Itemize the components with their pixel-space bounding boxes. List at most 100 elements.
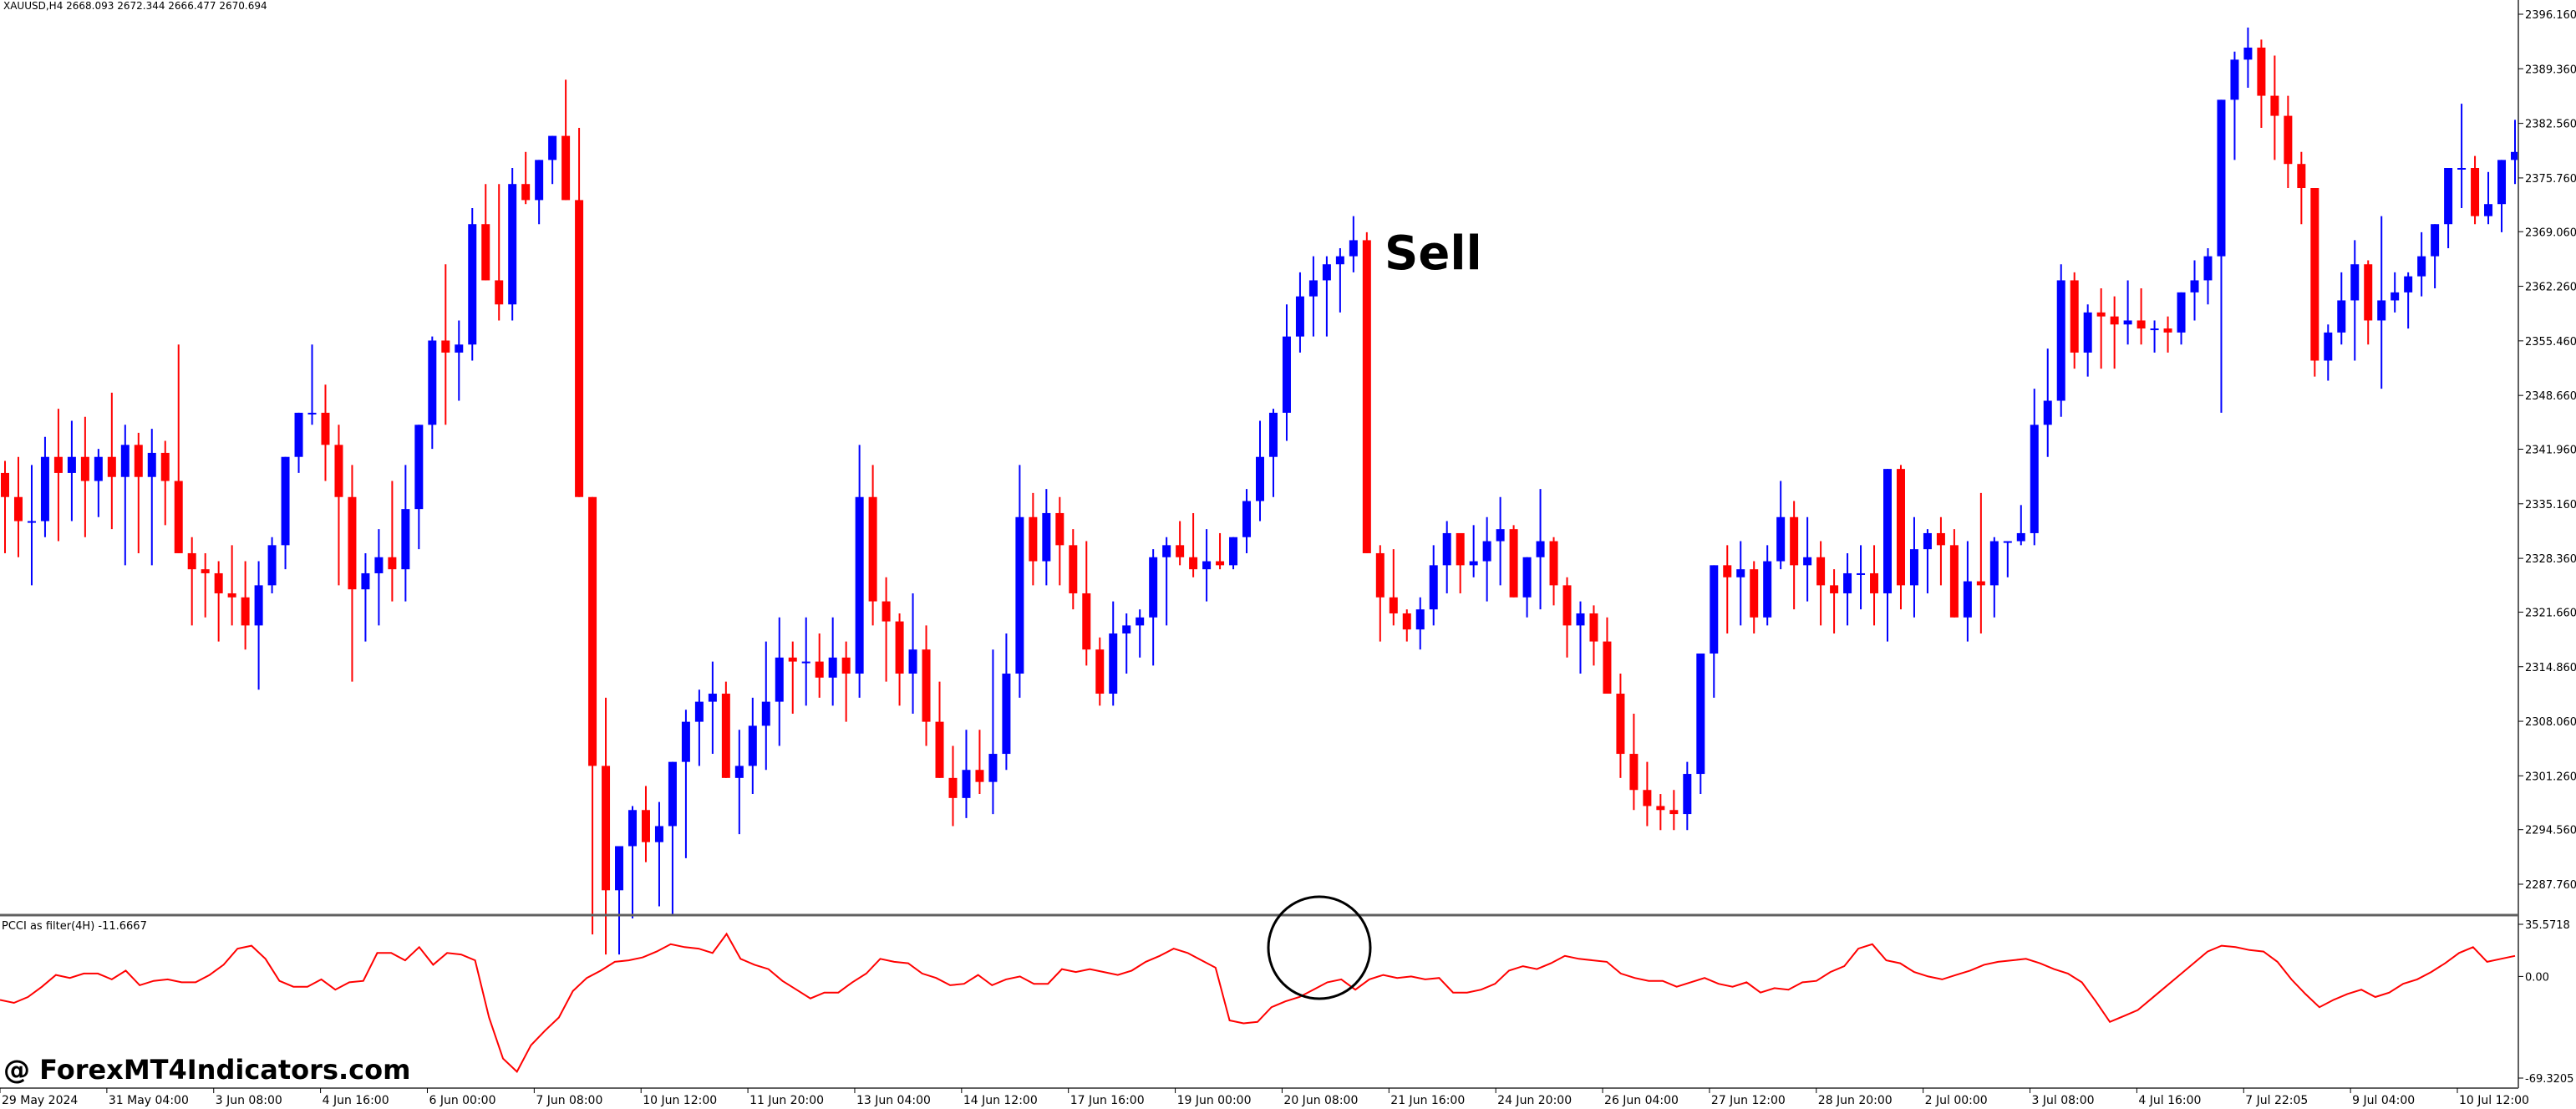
candle-body [2444,167,2453,225]
candle-body [13,496,23,521]
time-tick-label: 9 Jul 04:00 [2352,1094,2415,1107]
indicator-tick-label: -69.3205 [2525,1073,2573,1086]
candle-body [40,456,49,521]
candle-body [388,557,397,570]
candle-body [1242,501,1252,537]
candle-body [2324,332,2333,361]
candle-body [2096,312,2106,317]
candle-body [694,701,704,722]
candle-body [2190,280,2199,293]
price-tick-label: 2294.560 [2525,825,2576,837]
candle-body [1883,469,1892,593]
candle-body [1949,545,1959,618]
time-tick-label: 10 Jul 12:00 [2459,1094,2529,1107]
price-tick-label: 2341.960 [2525,445,2576,457]
candle-body [267,545,277,586]
candle-body [2150,328,2159,331]
candle-body [2083,312,2092,353]
candle-body [1923,532,1932,550]
candle-body [1176,545,1185,557]
candle-body [1362,240,1371,553]
candle-body [1,472,9,497]
candle-body [708,694,717,702]
candle-body [201,569,210,573]
price-tick-label: 2375.760 [2525,173,2576,186]
candle-body [1308,280,1318,297]
candle-body [67,456,76,473]
candle-body [2350,264,2360,301]
candle-body [908,649,917,674]
candle-body [1082,593,1091,650]
candle-body [1162,545,1171,557]
candle-body [855,496,864,674]
time-tick-label: 11 Jun 20:00 [749,1094,824,1107]
price-tick-label: 2369.060 [2525,226,2576,239]
candle-body [1963,581,1972,618]
candle-body [2457,167,2467,170]
indicator-tick-label: 0.00 [2525,971,2549,984]
candle-body [2497,160,2507,205]
candle-body [1402,613,1411,630]
candle-body [2163,328,2172,333]
candle-body [2257,47,2266,96]
candle-body [1029,516,1038,562]
candle-body [1750,569,1759,618]
price-tick-label: 2335.160 [2525,499,2576,511]
candle-body [2217,99,2226,257]
price-tick-label: 2382.560 [2525,119,2576,131]
candle-body [588,496,597,766]
candle-body [174,481,183,553]
candle-body [53,456,63,473]
time-tick-label: 13 Jun 04:00 [856,1094,931,1107]
candle-body [2043,400,2052,425]
candle-body [2471,167,2480,216]
candle-body [1896,469,1905,586]
candle-body [428,340,437,425]
candle-body [294,412,303,457]
candle-body [1870,572,1879,593]
price-tick-label: 2355.460 [2525,336,2576,348]
candle-body [481,224,490,281]
time-tick-label: 26 Jun 04:00 [1604,1094,1679,1107]
candle-body [788,657,797,662]
candle-body [1122,625,1131,633]
candle-body [2070,280,2079,353]
candle-body [1442,532,1451,566]
candle-body [254,585,263,626]
candlestick-series [1,27,2519,955]
candle-body [1496,529,1505,542]
time-tick-label: 10 Jun 12:00 [643,1094,717,1107]
candle-body [2203,256,2213,281]
candle-body [1002,674,1011,755]
candle-body [1830,585,1839,593]
indicator-tick-label: 35.5718 [2525,919,2570,932]
candle-body [281,456,290,546]
candle-body [2391,292,2400,301]
candle-body [935,721,944,778]
candle-body [401,509,410,570]
time-tick-label: 7 Jun 08:00 [536,1094,602,1107]
candle-body [761,701,770,726]
candle-body [1095,649,1105,694]
candle-body [1763,561,1772,618]
time-tick-label: 24 Jun 20:00 [1497,1094,1572,1107]
candle-body [414,425,424,510]
candle-body [1055,512,1064,546]
time-tick-label: 2 Jul 00:00 [1925,1094,1988,1107]
candle-body [1349,240,1358,257]
candle-body [94,456,103,481]
candle-body [548,135,557,160]
price-tick-label: 2362.260 [2525,282,2576,294]
candle-body [775,657,784,702]
candle-body [1656,806,1665,811]
candle-body [2377,300,2386,321]
candle-body [1522,557,1532,598]
candle-body [2417,256,2426,277]
highlight-circle [1267,895,1372,1000]
candle-body [521,184,531,201]
candle-body [2177,292,2186,333]
candle-body [2270,95,2279,116]
candle-body [1202,561,1212,570]
candle-body [828,657,837,678]
